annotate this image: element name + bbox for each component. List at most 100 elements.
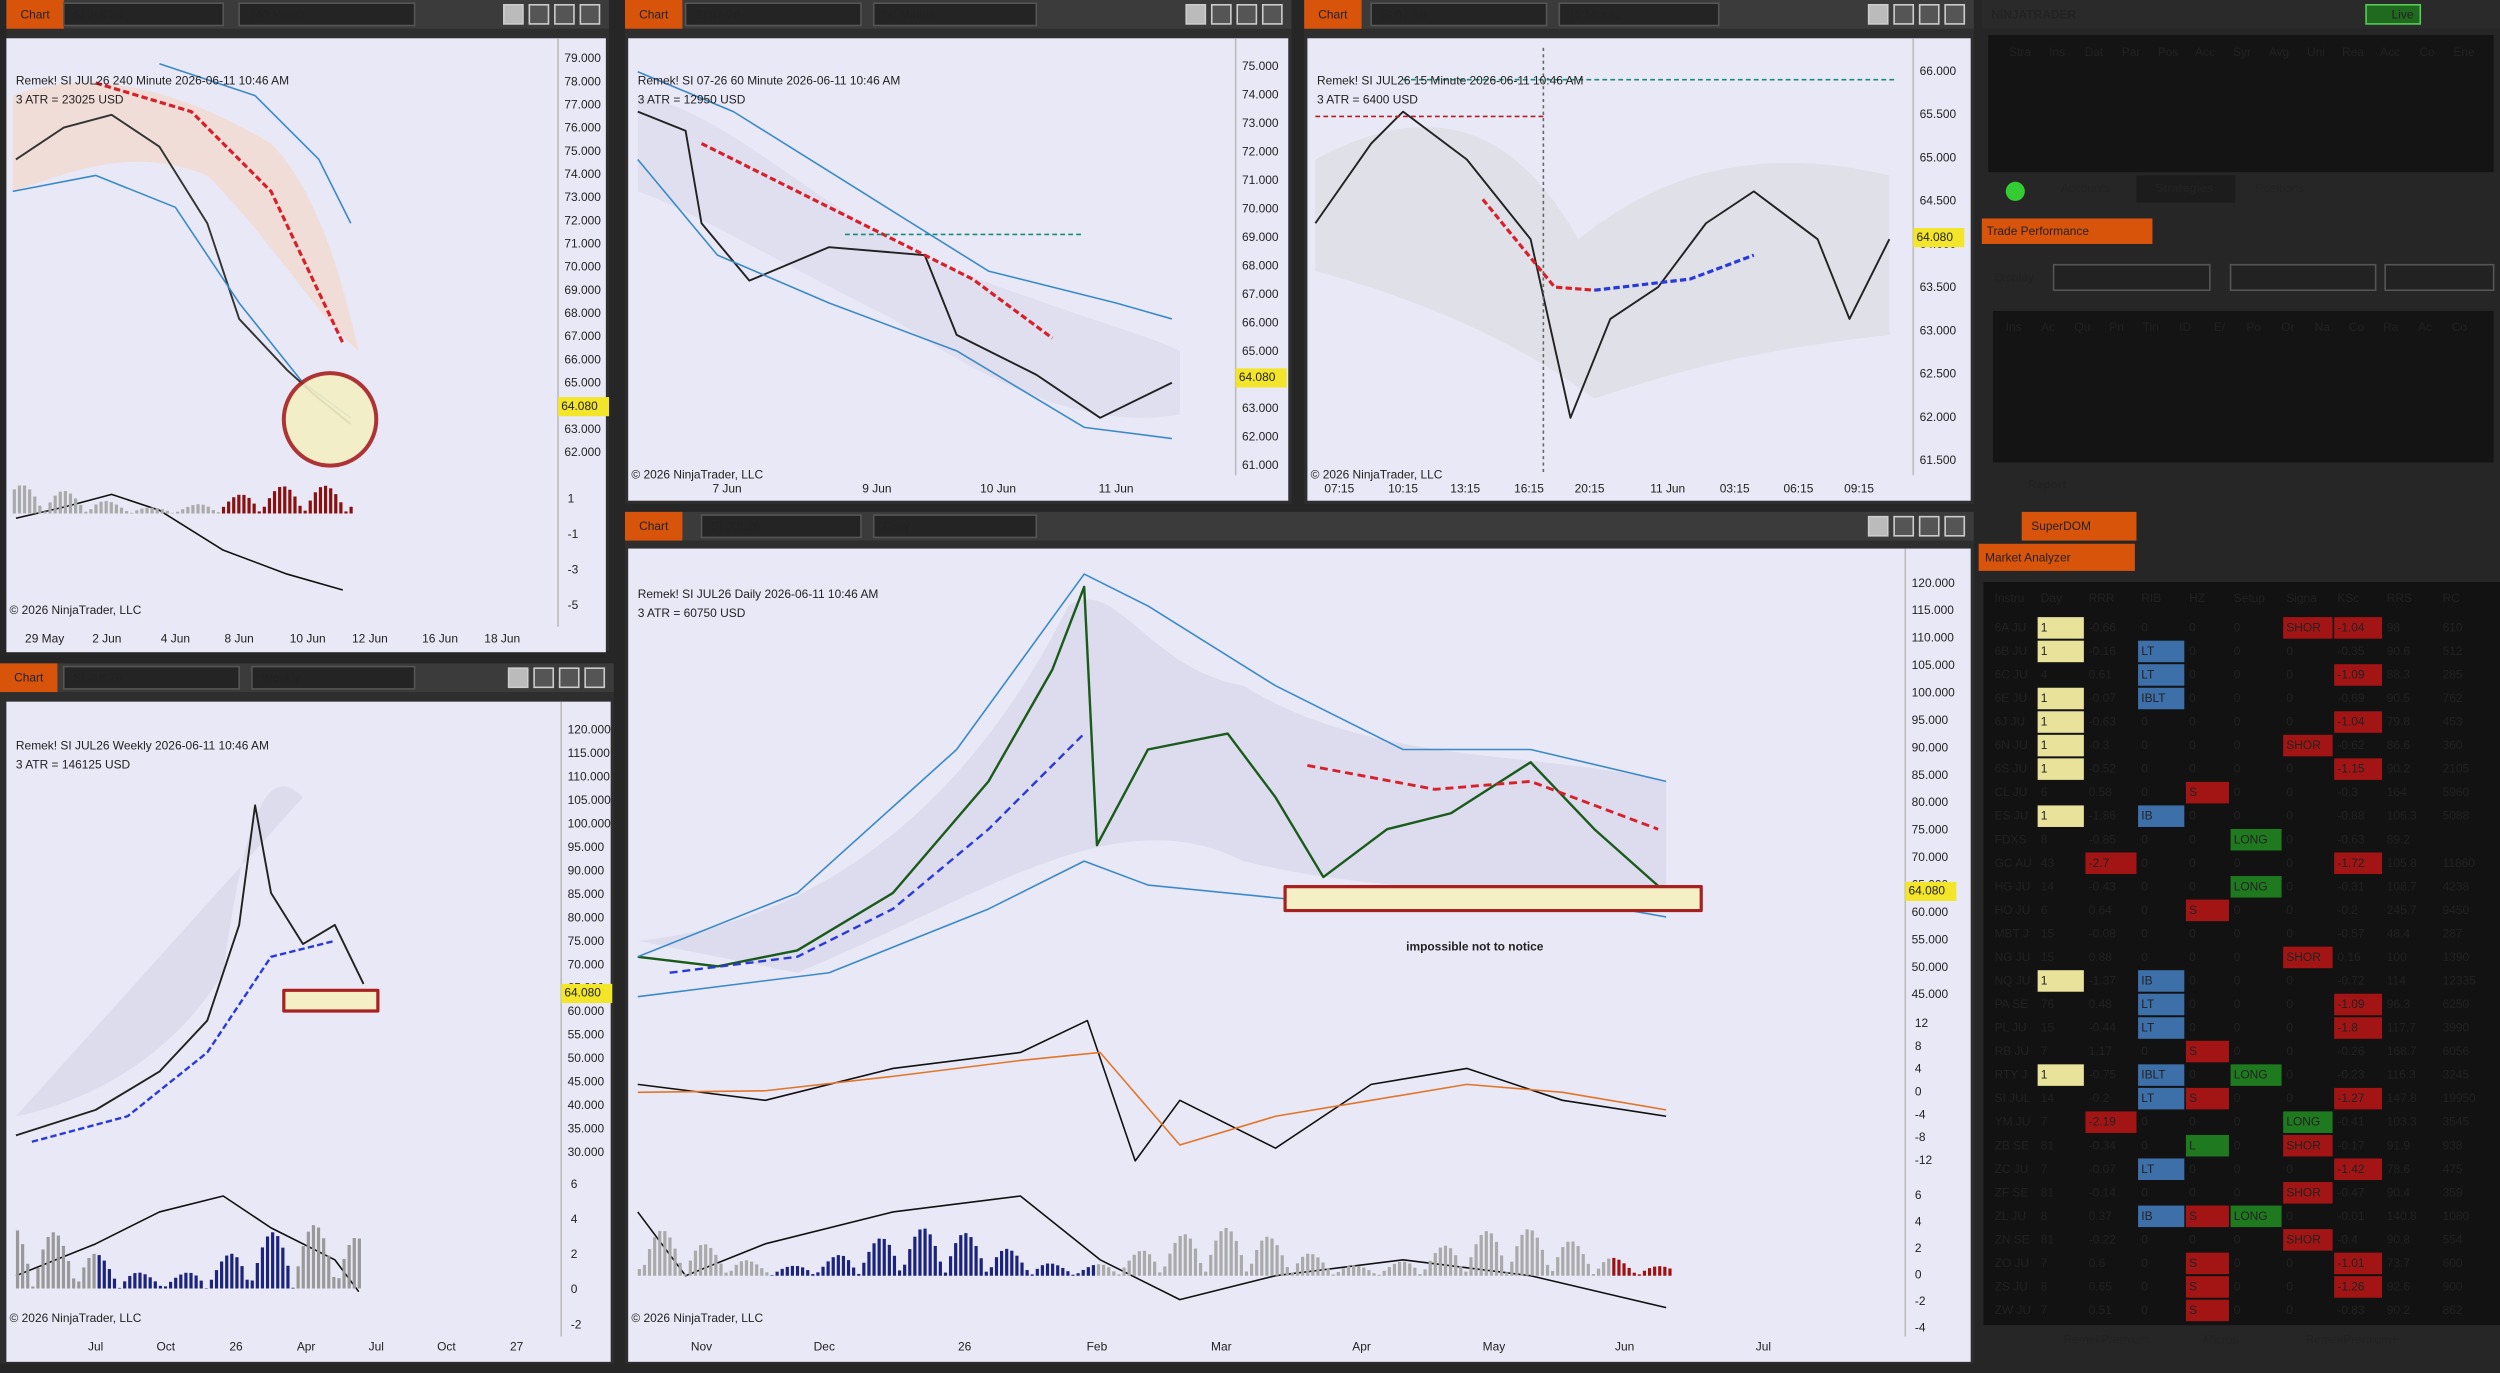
ma-cell-text: -0.07 bbox=[2089, 691, 2117, 705]
window-button[interactable] bbox=[1918, 515, 1940, 537]
volume-bar bbox=[66, 1261, 71, 1289]
tp-select[interactable] bbox=[2052, 263, 2211, 292]
window-button[interactable] bbox=[1867, 3, 1889, 25]
y-tick-label: 66.000 bbox=[1920, 64, 1957, 78]
tp-select[interactable] bbox=[2384, 263, 2495, 292]
window-button[interactable] bbox=[1185, 3, 1207, 25]
volume-bar bbox=[989, 1267, 993, 1276]
volume-bar bbox=[637, 1268, 641, 1276]
y-tick-label: 35.000 bbox=[568, 1122, 605, 1136]
window-button[interactable] bbox=[1210, 3, 1232, 25]
osc-tick-label: 0 bbox=[1915, 1084, 1922, 1098]
ma-cell-text: 114 bbox=[2387, 974, 2406, 988]
window-button[interactable] bbox=[1261, 3, 1283, 25]
volume-bar bbox=[1428, 1260, 1432, 1276]
volume-bar bbox=[1479, 1235, 1483, 1276]
window-button[interactable] bbox=[528, 3, 550, 25]
ma-tab[interactable]: RemekPremium bbox=[2063, 1332, 2149, 1346]
ma-cell-text: 0 bbox=[2234, 715, 2241, 729]
volume-bar bbox=[1525, 1229, 1529, 1276]
instrument-select[interactable] bbox=[700, 514, 862, 539]
osc-tick-label: 6 bbox=[1915, 1188, 1922, 1202]
ma-cell bbox=[2283, 617, 2333, 639]
price-label: 64.080 bbox=[1239, 370, 1276, 384]
ma-cell-text: 3545 bbox=[2443, 1115, 2470, 1129]
grid-column: Ac bbox=[2041, 320, 2055, 334]
volume-bar bbox=[114, 504, 118, 514]
volume-bar bbox=[1153, 1261, 1157, 1276]
ma-tab[interactable]: RemekPremium+ bbox=[2305, 1332, 2398, 1346]
interval-select[interactable] bbox=[872, 514, 1038, 539]
instrument-select[interactable] bbox=[62, 2, 225, 27]
chart-tab[interactable] bbox=[1304, 0, 1362, 29]
tp-select[interactable] bbox=[2229, 263, 2377, 292]
interval-select[interactable] bbox=[238, 2, 416, 27]
volume-bar bbox=[1086, 1267, 1090, 1276]
volume-bar bbox=[179, 1274, 183, 1289]
chart-tab[interactable] bbox=[625, 0, 683, 29]
grid-column: Co bbox=[2419, 45, 2435, 59]
volume-bar bbox=[194, 1275, 198, 1289]
ma-cell-text: 1080 bbox=[2443, 1209, 2470, 1223]
panel-tab[interactable]: Strategies bbox=[2155, 181, 2213, 195]
chart-tab[interactable] bbox=[625, 511, 683, 541]
interval-select[interactable] bbox=[872, 2, 1038, 27]
y-tick-label: 90.000 bbox=[1912, 740, 1949, 754]
ma-cell bbox=[2138, 993, 2185, 1016]
ma-tab[interactable]: Micros bbox=[2203, 1332, 2238, 1346]
ma-cell-text: HO JU bbox=[1995, 903, 2031, 917]
volume-bar bbox=[347, 1244, 351, 1289]
chart-tab[interactable] bbox=[6, 0, 64, 29]
interval-select[interactable] bbox=[251, 665, 416, 690]
instrument-select[interactable] bbox=[62, 665, 240, 690]
ma-cell bbox=[2037, 970, 2084, 992]
volume-bar bbox=[267, 498, 272, 514]
volume-bar bbox=[1647, 1268, 1652, 1276]
ma-cell-text: 0 bbox=[2234, 762, 2241, 776]
window-button[interactable] bbox=[1944, 3, 1966, 25]
ma-cell-text: 0 bbox=[2141, 1232, 2148, 1246]
window-button[interactable] bbox=[558, 667, 580, 689]
volume-bar bbox=[1076, 1273, 1080, 1276]
chart-info: Remek! SI 07-26 60 Minute 2026-06-11 10:… bbox=[638, 73, 901, 87]
ma-cell-text: 0 bbox=[2234, 1185, 2241, 1199]
window-button[interactable] bbox=[1867, 515, 1889, 537]
instrument-select[interactable] bbox=[684, 2, 862, 27]
ma-cell-text: 0 bbox=[2189, 974, 2196, 988]
window-button[interactable] bbox=[503, 3, 524, 25]
volume-bar bbox=[663, 1231, 667, 1276]
chart-tab[interactable] bbox=[0, 663, 58, 693]
volume-bar bbox=[68, 493, 73, 514]
window-button[interactable] bbox=[1918, 3, 1940, 25]
window-button[interactable] bbox=[579, 3, 601, 25]
volume-bar bbox=[1045, 1263, 1050, 1276]
ma-cell bbox=[2230, 1205, 2282, 1228]
panel-tab[interactable]: Accounts bbox=[2061, 181, 2110, 195]
volume-bar bbox=[36, 1268, 40, 1289]
y-tick-label: 105.000 bbox=[568, 793, 612, 807]
volume-bar bbox=[191, 505, 195, 514]
instrument-select[interactable] bbox=[1370, 2, 1548, 27]
ma-cell bbox=[2037, 687, 2084, 710]
panel-tab[interactable]: Positions bbox=[2256, 181, 2304, 195]
volume-bar bbox=[750, 1261, 754, 1276]
volume-bar bbox=[1188, 1238, 1192, 1276]
volume-bar bbox=[1346, 1266, 1351, 1276]
volume-bar bbox=[252, 503, 256, 514]
window-button[interactable] bbox=[507, 667, 529, 689]
volume-bar bbox=[296, 1266, 300, 1289]
window-button[interactable] bbox=[1893, 3, 1915, 25]
ma-cell bbox=[2185, 1205, 2229, 1228]
window-button[interactable] bbox=[554, 3, 575, 25]
window-button[interactable] bbox=[1893, 515, 1915, 537]
window-button[interactable] bbox=[584, 667, 606, 689]
window-button[interactable] bbox=[533, 667, 555, 689]
tp-tab[interactable]: Report bbox=[2028, 478, 2066, 492]
window-button[interactable] bbox=[1944, 515, 1966, 537]
x-tick-label: 16 Jun bbox=[422, 632, 458, 646]
ma-cell-text: -0.14 bbox=[2089, 1185, 2117, 1199]
interval-select[interactable] bbox=[1558, 2, 1720, 27]
ma-cell-text: 0 bbox=[2189, 644, 2196, 658]
window-button[interactable] bbox=[1236, 3, 1258, 25]
tp-display: Display bbox=[1995, 270, 2034, 284]
